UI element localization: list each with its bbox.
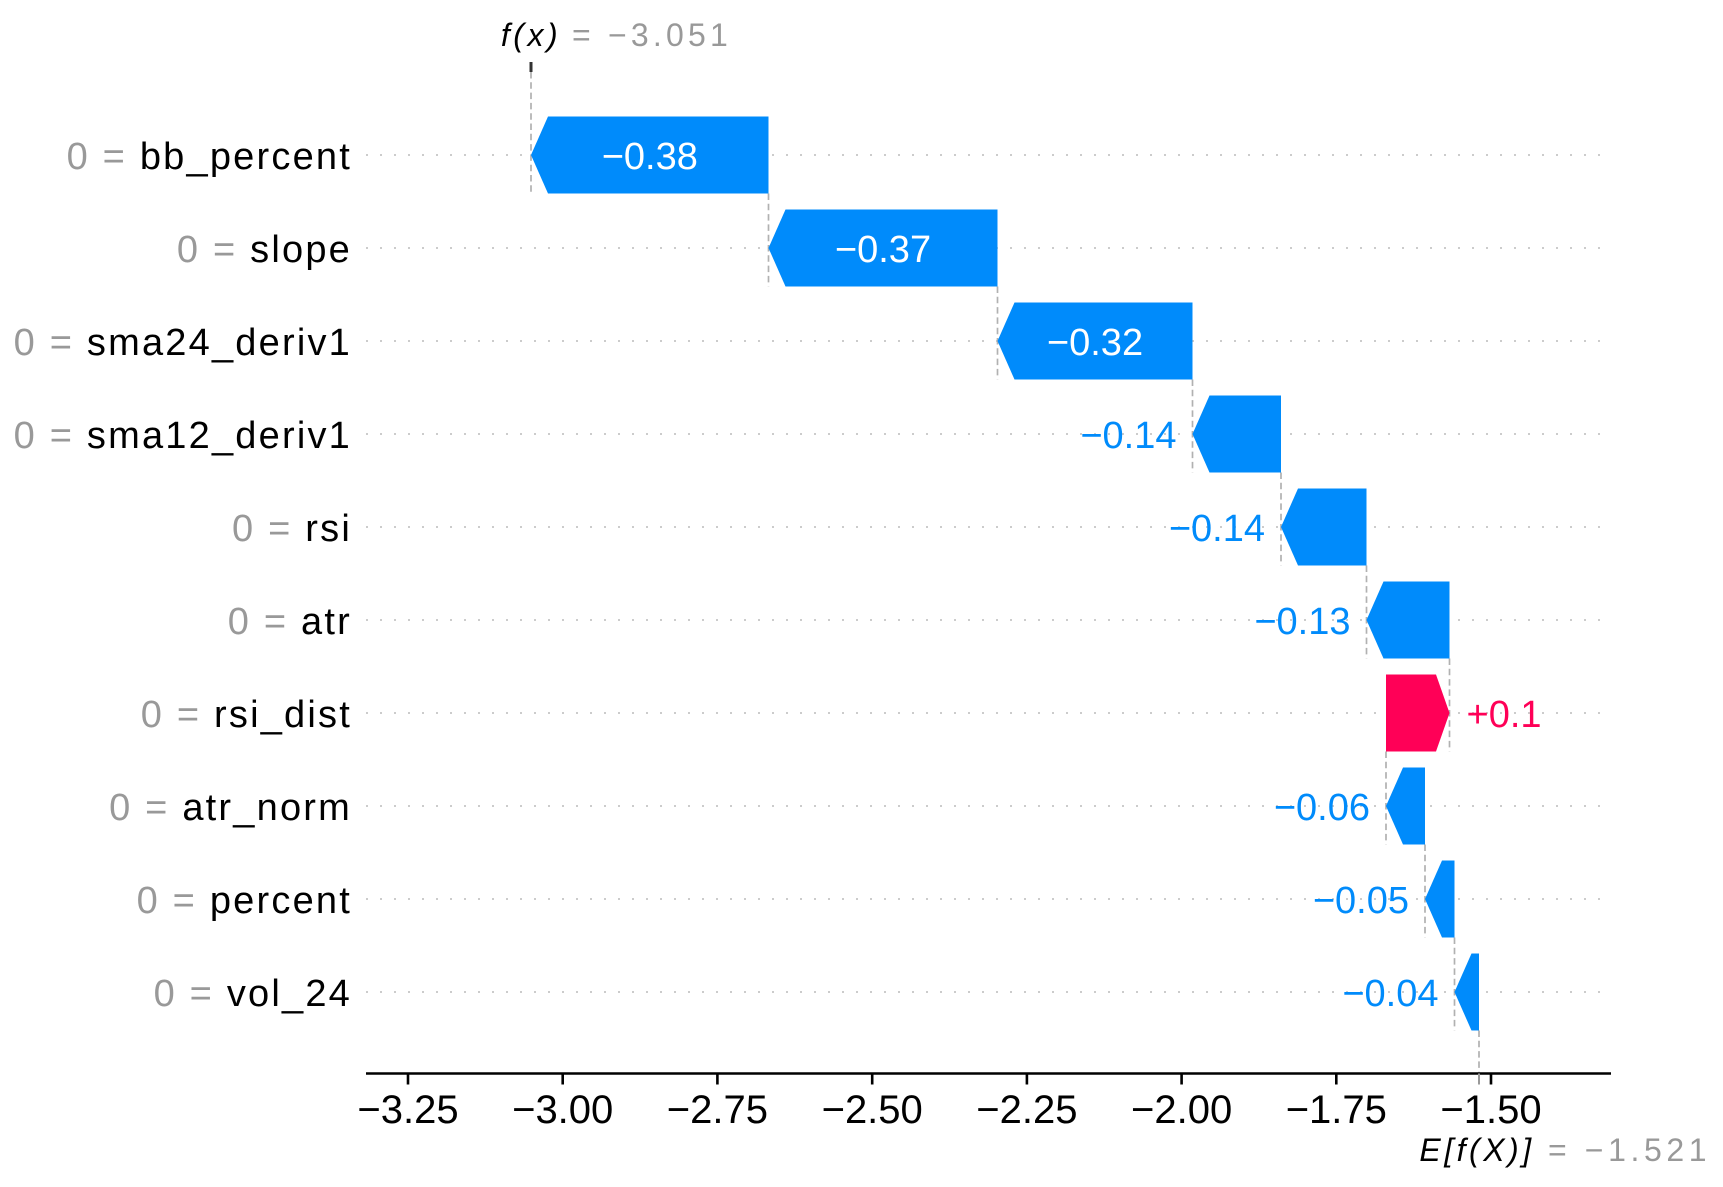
svg-text:−2.00: −2.00 [1131,1088,1232,1132]
svg-text:−1.75: −1.75 [1286,1088,1387,1132]
svg-text:−0.32: −0.32 [1047,322,1143,364]
svg-text:−2.75: −2.75 [667,1088,768,1132]
svg-text:= −3.051: = −3.051 [572,17,732,53]
svg-text:0 = slope: 0 = slope [177,229,352,271]
svg-text:−0.37: −0.37 [835,229,931,271]
svg-text:−0.38: −0.38 [602,136,698,178]
svg-text:+0.1: +0.1 [1467,694,1542,736]
svg-text:−2.25: −2.25 [976,1088,1077,1132]
svg-text:−0.06: −0.06 [1274,787,1370,829]
svg-text:= −1.521: = −1.521 [1548,1132,1711,1168]
svg-text:−0.05: −0.05 [1313,880,1409,922]
svg-text:0 = rsi_dist: 0 = rsi_dist [141,694,352,736]
svg-text:f(x): f(x) [501,17,561,53]
svg-text:0 = sma12_deriv1: 0 = sma12_deriv1 [14,415,352,457]
svg-text:0 = percent: 0 = percent [137,880,352,922]
svg-text:−2.50: −2.50 [822,1088,923,1132]
svg-text:−1.50: −1.50 [1440,1088,1541,1132]
svg-text:−0.14: −0.14 [1169,508,1265,550]
svg-text:−0.04: −0.04 [1342,973,1438,1015]
svg-text:0 = rsi: 0 = rsi [232,508,352,550]
svg-text:E[f(X)]: E[f(X)] [1419,1132,1534,1168]
svg-text:−0.14: −0.14 [1080,415,1176,457]
svg-text:−3.25: −3.25 [357,1088,458,1132]
svg-text:0 = atr: 0 = atr [228,601,352,643]
svg-text:−3.00: −3.00 [512,1088,613,1132]
svg-text:0 = bb_percent: 0 = bb_percent [67,136,352,178]
svg-text:0 = sma24_deriv1: 0 = sma24_deriv1 [14,322,352,364]
svg-text:0 = vol_24: 0 = vol_24 [154,973,352,1015]
svg-text:−0.13: −0.13 [1254,601,1350,643]
svg-text:0 = atr_norm: 0 = atr_norm [109,787,352,829]
